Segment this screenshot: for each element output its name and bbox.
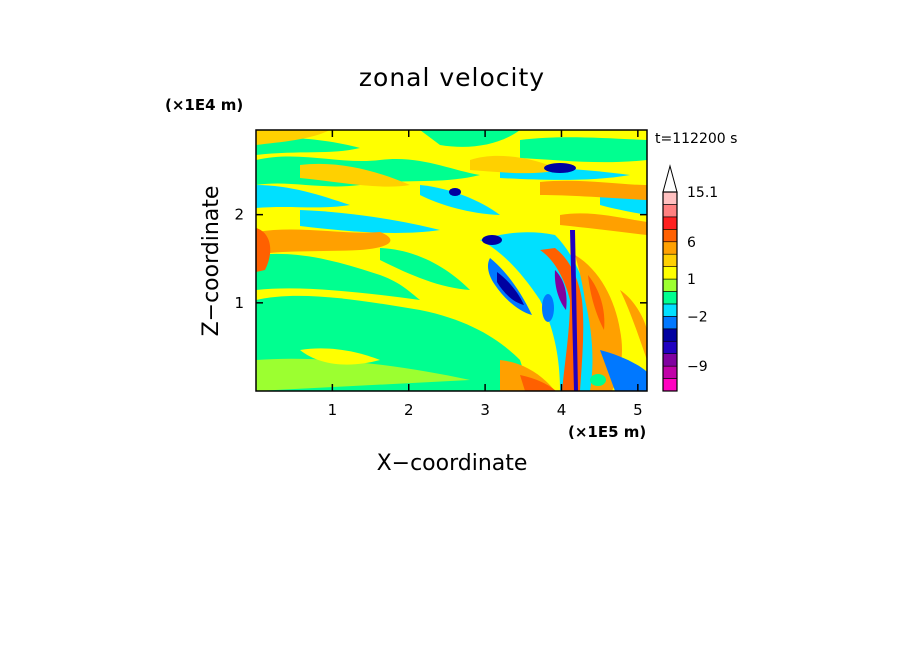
colorbar-segment-12 — [662, 229, 678, 243]
colorbar-segment-1 — [662, 365, 678, 379]
x-axis-unit: (×1E5 m) — [568, 423, 646, 441]
y-axis-ticks: 12 — [234, 206, 647, 312]
time-label: t=112200 s — [655, 131, 737, 147]
colorbar: 15.1 6 1 −2 −9 — [662, 164, 718, 392]
x-tick-label-3: 4 — [557, 401, 567, 419]
colorbar-segment-11 — [662, 241, 678, 255]
x-tick-label-1: 2 — [404, 401, 414, 419]
y-axis-unit: (×1E4 m) — [165, 96, 243, 114]
plot-frame — [255, 129, 648, 392]
x-axis-label: X−coordinate — [377, 451, 528, 476]
colorbar-frame — [662, 191, 678, 392]
colorbar-segment-9 — [662, 266, 678, 280]
x-tick-label-2: 3 — [480, 401, 490, 419]
colorbar-label-1: 6 — [687, 235, 696, 251]
colorbar-segment-6 — [662, 303, 678, 317]
colorbar-segment-3 — [662, 340, 678, 354]
chart-title: zonal velocity — [359, 63, 545, 92]
velocity-field — [256, 130, 647, 391]
y-axis-label: Z−coordinate — [199, 186, 224, 337]
x-tick-label-4: 5 — [633, 401, 643, 419]
colorbar-segment-7 — [662, 291, 678, 305]
x-axis-ticks: 1 2 3 4 5 — [328, 130, 643, 419]
x-tick-label-0: 1 — [328, 401, 338, 419]
colorbar-segment-10 — [662, 253, 678, 267]
y-tick-label-0: 1 — [234, 294, 244, 312]
colorbar-segment-2 — [662, 353, 678, 367]
colorbar-segment-5 — [662, 316, 678, 330]
colorbar-segment-13 — [662, 216, 678, 230]
colorbar-label-3: −2 — [687, 309, 708, 325]
colorbar-segment-4 — [662, 328, 678, 342]
colorbar-label-4: −9 — [687, 359, 708, 375]
y-tick-label-1: 2 — [234, 206, 244, 224]
colorbar-segment-0 — [662, 378, 678, 392]
colorbar-segment-8 — [662, 278, 678, 292]
colorbar-segment-15 — [662, 191, 678, 205]
colorbar-label-2: 1 — [687, 272, 696, 288]
colorbar-label-0: 15.1 — [687, 185, 718, 201]
colorbar-overflow-arrow — [662, 164, 678, 193]
colorbar-segment-14 — [662, 204, 678, 218]
